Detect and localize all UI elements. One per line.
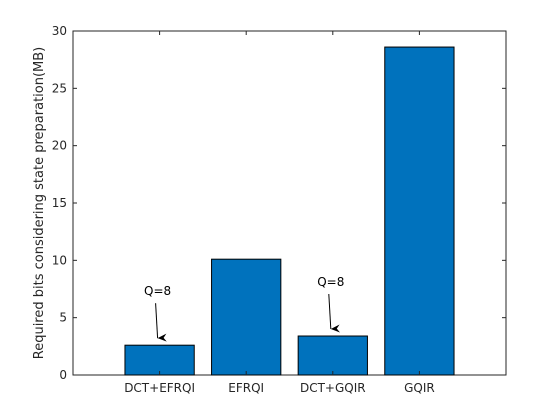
x-tick-label: DCT+GQIR xyxy=(300,381,366,395)
x-tick-label: DCT+EFRQI xyxy=(124,381,195,395)
x-tick-label: EFRQI xyxy=(228,381,264,395)
y-tick-label: 0 xyxy=(59,368,67,382)
bar xyxy=(211,258,282,376)
annotation-text: Q=8 xyxy=(317,275,344,289)
y-tick-label: 10 xyxy=(52,253,67,267)
y-tick-label: 20 xyxy=(52,139,67,153)
annotation-arrow xyxy=(328,293,341,333)
annotation-arrow xyxy=(155,303,167,342)
y-tick-label: 5 xyxy=(59,311,67,325)
x-tick-label: GQIR xyxy=(404,381,435,395)
annotation-text: Q=8 xyxy=(144,284,171,298)
y-tick-label: 30 xyxy=(52,24,67,38)
bar xyxy=(297,335,368,376)
bar xyxy=(384,46,455,376)
y-axis-label: Required bits considering state preparat… xyxy=(32,47,47,360)
y-tick-label: 15 xyxy=(52,196,67,210)
bar xyxy=(124,344,195,376)
y-tick-label: 25 xyxy=(52,81,67,95)
